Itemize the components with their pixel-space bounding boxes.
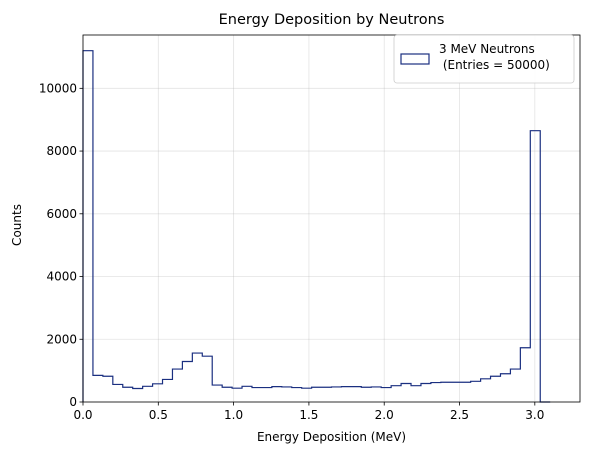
- x-tick: 0.5: [149, 402, 168, 422]
- y-tick-label: 6000: [46, 207, 77, 221]
- y-tick: 2000: [46, 332, 83, 346]
- legend-swatch: [400, 53, 430, 65]
- x-axis-ticks: 0.0 0.5 1.0 1.5 2.0 2.5 3.0: [73, 402, 544, 422]
- chart-title: Energy Deposition by Neutrons: [219, 12, 445, 28]
- x-tick-label: 2.0: [375, 408, 394, 422]
- x-tick-label: 1.0: [224, 408, 243, 422]
- y-tick: 0: [69, 395, 83, 409]
- y-tick-label: 2000: [46, 332, 77, 346]
- y-tick: 8000: [46, 144, 83, 158]
- y-tick: 6000: [46, 207, 83, 221]
- x-tick: 1.0: [224, 402, 243, 422]
- plot-frame: [82, 34, 581, 403]
- histogram-step-line: [82, 50, 551, 403]
- x-tick-label: 0.5: [149, 408, 168, 422]
- y-tick-label: 0: [69, 395, 77, 409]
- legend-label: 3 MeV Neutrons (Entries = 50000): [439, 42, 550, 72]
- x-tick: 2.5: [450, 402, 469, 422]
- y-axis-ticks: 0 2000 4000 6000 8000 10000: [39, 81, 83, 409]
- x-tick: 1.5: [299, 402, 318, 422]
- x-tick-label: 0.0: [73, 408, 92, 422]
- y-tick-label: 4000: [46, 270, 77, 284]
- legend-label-line-1: 3 MeV Neutrons: [439, 42, 535, 56]
- x-axis-label: Energy Deposition (MeV): [257, 430, 406, 444]
- legend-label-line-2: (Entries = 50000): [439, 58, 550, 72]
- y-tick-label: 8000: [46, 144, 77, 158]
- x-tick: 2.0: [375, 402, 394, 422]
- y-tick: 10000: [39, 81, 83, 95]
- y-tick: 4000: [46, 270, 83, 284]
- x-tick: 0.0: [73, 402, 93, 422]
- legend: 3 MeV Neutrons (Entries = 50000): [393, 34, 575, 84]
- x-tick-label: 3.0: [525, 408, 544, 422]
- y-tick-label: 10000: [39, 81, 77, 95]
- legend-box: [393, 34, 575, 84]
- x-tick: 3.0: [525, 402, 544, 422]
- x-tick-label: 1.5: [299, 408, 318, 422]
- x-tick-label: 2.5: [450, 408, 469, 422]
- y-axis-label: Counts: [10, 204, 24, 246]
